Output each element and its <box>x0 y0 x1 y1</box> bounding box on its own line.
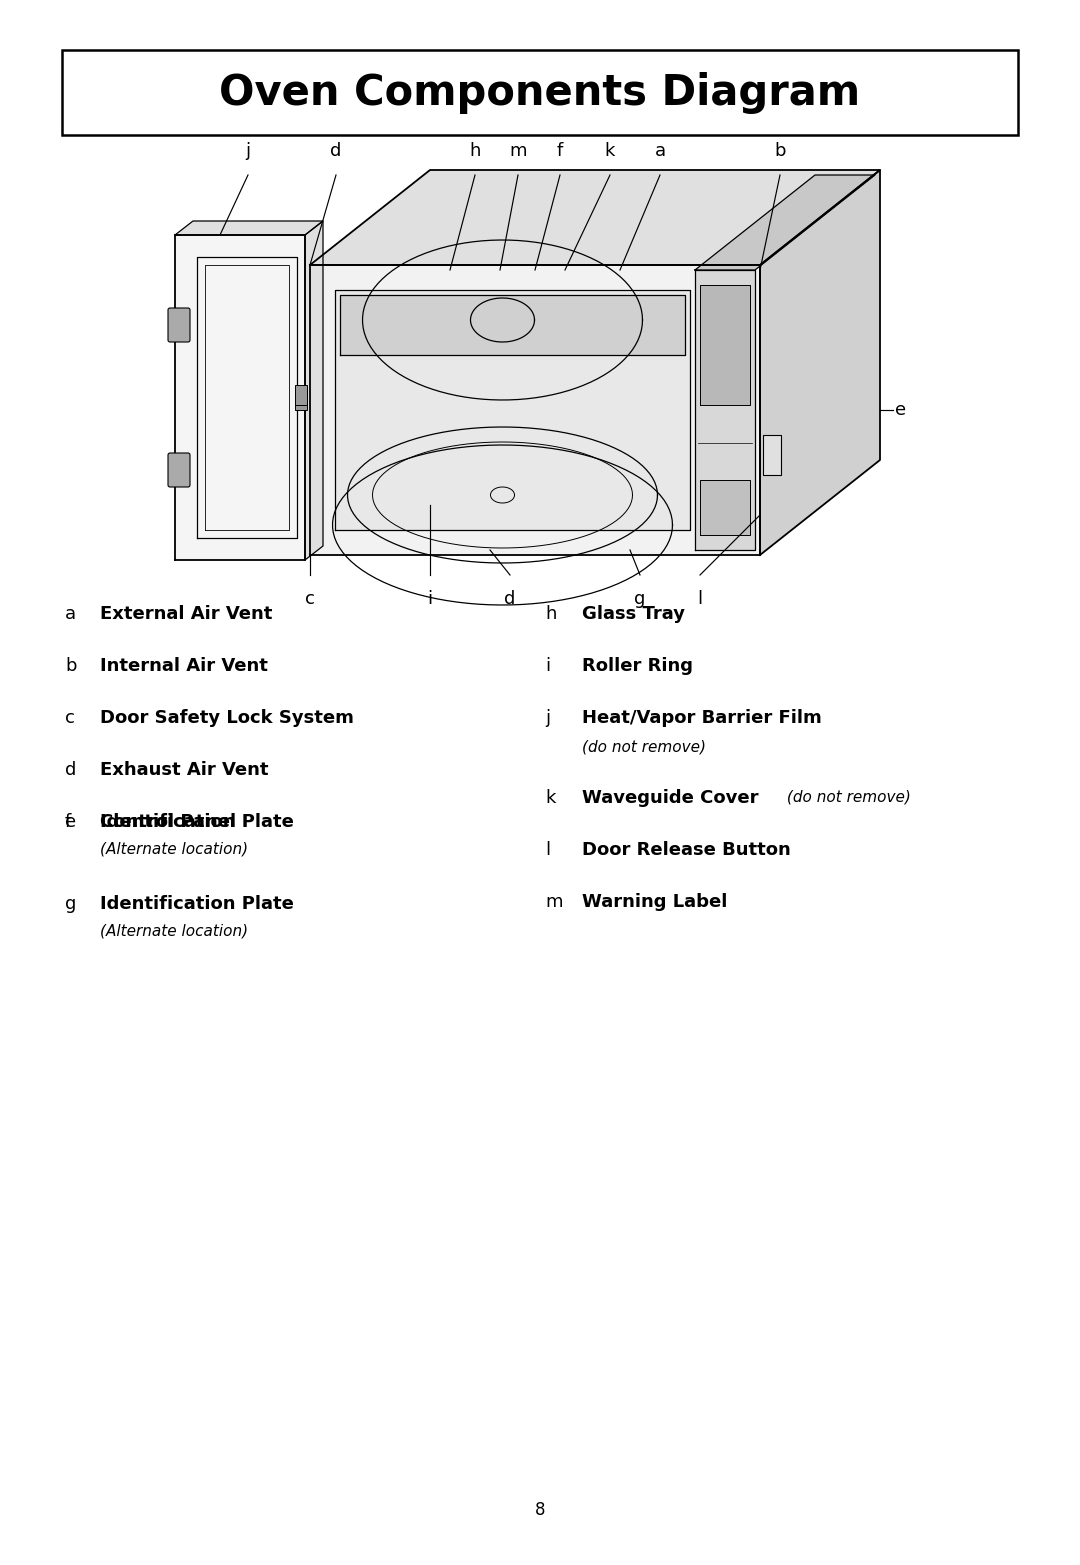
Text: e: e <box>65 812 76 831</box>
Text: Identification Plate: Identification Plate <box>100 895 294 912</box>
Text: m: m <box>510 142 527 160</box>
FancyBboxPatch shape <box>168 452 190 487</box>
Text: Internal Air Vent: Internal Air Vent <box>100 657 268 675</box>
Text: g: g <box>65 895 77 912</box>
Bar <box>295 390 307 410</box>
Text: d: d <box>504 590 515 607</box>
Text: Door Safety Lock System: Door Safety Lock System <box>100 709 354 728</box>
Text: (Alternate location): (Alternate location) <box>100 923 248 937</box>
Text: j: j <box>245 142 251 160</box>
Text: (do not remove): (do not remove) <box>582 739 706 754</box>
Text: m: m <box>545 894 563 911</box>
Text: (do not remove): (do not remove) <box>782 789 910 804</box>
Text: Waveguide Cover: Waveguide Cover <box>582 789 758 808</box>
Text: Exhaust Air Vent: Exhaust Air Vent <box>100 761 269 779</box>
Polygon shape <box>696 175 875 271</box>
Text: Oven Components Diagram: Oven Components Diagram <box>219 72 861 114</box>
Text: Glass Tray: Glass Tray <box>582 606 685 623</box>
Text: Control Panel: Control Panel <box>100 812 237 831</box>
Text: i: i <box>545 657 550 675</box>
Polygon shape <box>700 285 750 405</box>
Text: k: k <box>605 142 616 160</box>
Text: j: j <box>545 709 550 728</box>
Text: External Air Vent: External Air Vent <box>100 606 272 623</box>
Text: l: l <box>545 840 550 859</box>
Polygon shape <box>175 221 323 235</box>
Text: (Alternate location): (Alternate location) <box>100 840 248 856</box>
Text: c: c <box>65 709 75 728</box>
Polygon shape <box>760 171 880 556</box>
Text: Roller Ring: Roller Ring <box>582 657 693 675</box>
Text: d: d <box>330 142 341 160</box>
Bar <box>295 385 307 405</box>
Text: d: d <box>65 761 77 779</box>
Polygon shape <box>305 221 323 560</box>
Text: c: c <box>305 590 315 607</box>
Text: h: h <box>470 142 481 160</box>
Polygon shape <box>335 290 690 531</box>
Text: e: e <box>895 401 906 419</box>
Text: Identification Plate: Identification Plate <box>100 812 294 831</box>
Text: f: f <box>557 142 563 160</box>
FancyBboxPatch shape <box>168 308 190 343</box>
Text: f: f <box>65 812 71 831</box>
Polygon shape <box>700 480 750 535</box>
Text: b: b <box>774 142 786 160</box>
Text: Door Release Button: Door Release Button <box>582 840 791 859</box>
Polygon shape <box>310 171 880 264</box>
Text: Heat/Vapor Barrier Film: Heat/Vapor Barrier Film <box>582 709 822 728</box>
Polygon shape <box>175 235 305 560</box>
Text: l: l <box>698 590 703 607</box>
Text: a: a <box>654 142 665 160</box>
Polygon shape <box>310 264 760 556</box>
Text: 8: 8 <box>535 1501 545 1520</box>
Text: h: h <box>545 606 556 623</box>
Text: b: b <box>65 657 77 675</box>
Text: Warning Label: Warning Label <box>582 894 727 911</box>
Bar <box>762 435 781 476</box>
Polygon shape <box>696 271 755 549</box>
Text: g: g <box>634 590 646 607</box>
Bar <box>62 50 1018 135</box>
Polygon shape <box>340 294 685 355</box>
Text: k: k <box>545 789 555 808</box>
Text: i: i <box>428 590 433 607</box>
Text: a: a <box>65 606 76 623</box>
